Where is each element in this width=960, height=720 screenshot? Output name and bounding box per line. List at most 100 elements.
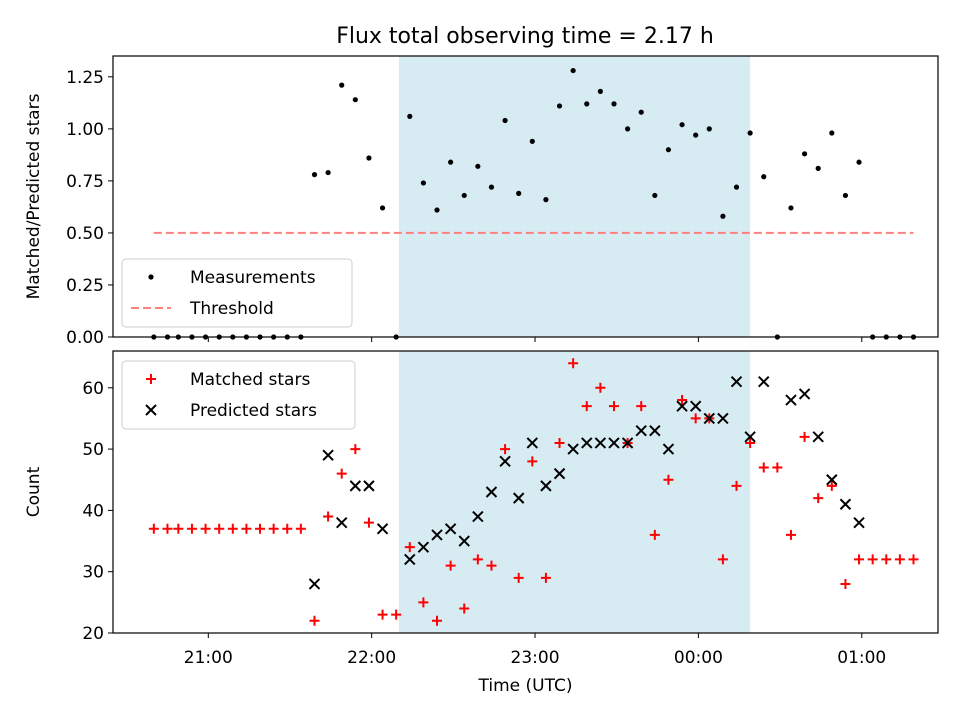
x-tick-label: 00:00 (674, 648, 723, 668)
matched-star-point (595, 382, 606, 393)
matched-star-point (636, 401, 647, 412)
predicted-star-point (458, 535, 470, 547)
matched-star-point (350, 444, 361, 455)
measurement-point (720, 213, 726, 219)
y-tick-label: 50 (82, 440, 104, 460)
predicted-star-point (703, 412, 715, 425)
matched-star-point (432, 615, 443, 626)
matched-star-point (214, 523, 225, 534)
measurement-point (461, 192, 467, 199)
measurement-point (543, 197, 549, 203)
matched-star-point (391, 609, 402, 620)
matched-star-point (255, 523, 266, 534)
legend: Measurements Threshold (121, 258, 353, 328)
measurement-point (475, 163, 481, 169)
measurement-point (842, 192, 849, 199)
matched-star-point (148, 523, 159, 534)
matched-star-point (867, 554, 878, 565)
matched-star-point (717, 554, 728, 565)
matched-star-point (186, 523, 197, 534)
matched-star-point (581, 401, 592, 412)
x-tick-label: 23:00 (511, 648, 560, 668)
measurement-point (311, 172, 318, 178)
predicted-star-point (472, 510, 484, 523)
measurement-point (788, 205, 794, 211)
predicted-star-point (485, 486, 498, 498)
predicted-star-point (608, 437, 620, 449)
measurement-point (448, 159, 454, 165)
measurement-point (665, 147, 672, 153)
y-tick-label: 0.75 (66, 172, 104, 192)
predicted-star-point (499, 455, 511, 468)
predicted-star-point (676, 400, 688, 412)
observing-window-span (398, 351, 751, 633)
measurement-point (733, 184, 740, 190)
matched-star-point (404, 542, 415, 553)
measurement-point (379, 205, 386, 211)
predicted-star-point (594, 437, 607, 449)
x-tick-label: 22:00 (347, 648, 396, 668)
y-tick-label: 0.00 (66, 328, 104, 348)
matched-star-point (677, 395, 688, 406)
matched-star-point (227, 523, 238, 534)
matched-star-point (568, 358, 579, 369)
measurement-point (529, 138, 535, 144)
predicted-star-point (540, 480, 552, 492)
matched-star-point (282, 523, 293, 534)
measurement-point (325, 169, 331, 176)
axes-frame (112, 55, 939, 338)
predicted-star-point (349, 480, 362, 492)
measurement-point (679, 122, 685, 128)
predicted-star-point (758, 375, 770, 388)
legend: Matched stars Predicted stars (121, 360, 356, 430)
measurement-point (625, 126, 631, 132)
matched-star-point (854, 554, 865, 565)
predicted-star-point (826, 474, 838, 486)
y-tick-label: 60 (82, 379, 104, 399)
measurement-point (815, 165, 821, 171)
matched-star-point (663, 474, 674, 485)
matched-star-point (881, 554, 892, 565)
matched-star-point (200, 523, 211, 534)
predicted-star-point (730, 375, 743, 388)
y-tick-label: 0.50 (66, 224, 104, 244)
legend-label: Matched stars (190, 370, 310, 390)
predicted-star-point (717, 412, 729, 425)
measurement-point (652, 192, 658, 199)
matched-star-point (840, 578, 851, 589)
y-tick-label: 1.25 (66, 68, 104, 88)
predicted-star-point (444, 523, 457, 535)
matched-star-point (472, 554, 483, 565)
matched-star-point (908, 554, 919, 565)
matched-star-point (268, 523, 279, 534)
matched-star-point (295, 523, 306, 534)
measurement-point (597, 88, 603, 94)
predicted-star-point (798, 388, 811, 400)
predicted-star-point (567, 443, 579, 455)
matched-star-point (377, 609, 388, 620)
measurement-point (352, 97, 358, 103)
top-panel: 0.00 0.25 0.50 0.75 1.00 1.25 Matched/Predicte… (24, 55, 939, 348)
measurement-point (420, 180, 426, 186)
measurement-point (693, 132, 699, 138)
legend-label: Predicted stars (190, 401, 317, 421)
legend-box (121, 258, 353, 328)
measurement-point (638, 109, 644, 115)
predicted-star-point (431, 529, 443, 541)
measurement-point (407, 113, 413, 119)
matched-star-point (486, 560, 497, 571)
measurement-point (434, 207, 440, 213)
matched-star-point (772, 462, 783, 473)
measurement-point (856, 159, 862, 165)
predicted-star-point (526, 437, 539, 449)
matched-star-point (459, 603, 470, 614)
y-tick-label: 1.00 (66, 120, 104, 140)
legend-label: Measurements (190, 268, 316, 288)
y-tick-label: 20 (82, 624, 104, 644)
matched-star-point (745, 437, 756, 448)
legend-measurement-swatch (148, 274, 154, 280)
matched-star-point (813, 493, 824, 504)
matched-star-point (785, 529, 796, 540)
predicted-star-point (649, 424, 661, 437)
matched-star-point (162, 523, 173, 534)
